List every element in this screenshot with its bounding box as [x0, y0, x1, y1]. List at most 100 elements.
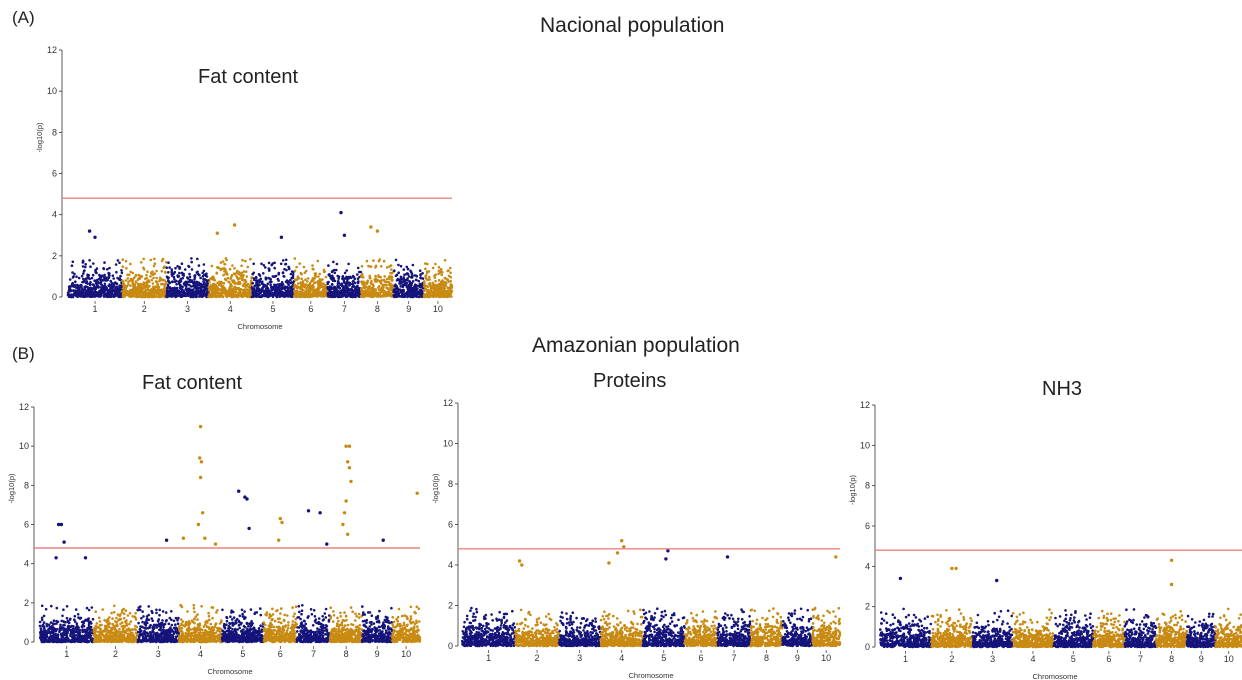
snp-point [283, 285, 286, 289]
y-tick-label: 2 [24, 598, 29, 608]
snp-point [372, 285, 375, 288]
snp-point [165, 291, 169, 294]
snp-point [178, 267, 181, 270]
snp-point [155, 269, 158, 273]
snp-point [284, 291, 288, 294]
snp-point [280, 287, 284, 291]
snp-point [409, 289, 413, 293]
snp-point [190, 279, 194, 282]
snp-point [186, 277, 190, 280]
snp-point [281, 271, 285, 275]
snp-point [88, 295, 92, 298]
snp-point [105, 292, 109, 295]
snp-point [337, 294, 340, 297]
snp-point [122, 617, 126, 620]
snp-point [110, 611, 113, 615]
snp-point [436, 292, 439, 296]
snp-point [122, 289, 125, 293]
snp-point [240, 271, 244, 275]
snp-point [116, 290, 119, 293]
snp-point [145, 294, 149, 298]
snp-point [129, 279, 132, 282]
snp-point [187, 264, 190, 268]
snp-point [399, 285, 403, 288]
snp-point [149, 639, 152, 643]
peak-point [375, 229, 380, 233]
snp-point [350, 276, 353, 280]
snp-point [71, 295, 75, 299]
snp-point [81, 294, 84, 298]
snp-point [391, 279, 394, 282]
snp-point [283, 267, 286, 271]
snp-point [429, 285, 432, 288]
snp-point [156, 619, 160, 623]
snp-point [158, 279, 161, 283]
snp-point [330, 270, 334, 274]
snp-point [101, 608, 104, 611]
snp-point [341, 277, 344, 281]
snp-point [72, 289, 75, 292]
snp-point [283, 295, 286, 298]
snp-point [84, 265, 87, 269]
snp-point [121, 258, 124, 261]
snp-point [58, 626, 62, 630]
snp-point [437, 266, 441, 269]
snp-point [296, 277, 300, 280]
snp-point [440, 267, 443, 271]
snp-point [168, 281, 172, 285]
snp-point [347, 262, 350, 266]
snp-point [38, 624, 42, 628]
snp-point [145, 273, 148, 277]
snp-point [131, 615, 134, 618]
snp-point [188, 283, 191, 287]
snp-point [318, 290, 321, 294]
snp-point [145, 284, 148, 288]
snp-point [259, 288, 263, 292]
snp-point [450, 284, 454, 287]
snp-point [134, 280, 138, 284]
x-tick-label: 8 [375, 304, 380, 314]
snp-point [415, 295, 418, 298]
snp-point [361, 282, 364, 286]
snp-point [233, 272, 236, 276]
amazonian-fat-title: Fat content [142, 372, 243, 394]
y-tick-label: 4 [24, 559, 29, 569]
snp-point [330, 287, 333, 290]
snp-point [192, 280, 196, 284]
snp-point [164, 282, 167, 286]
snp-point [195, 292, 199, 296]
snp-point [105, 627, 108, 630]
snp-point [290, 281, 294, 284]
snp-point [165, 261, 168, 264]
snp-point [330, 293, 333, 296]
snp-point [214, 291, 217, 294]
snp-point [366, 292, 370, 296]
snp-point [174, 266, 177, 270]
snp-point [142, 257, 145, 261]
snp-point [446, 269, 450, 273]
snp-point [320, 283, 324, 287]
snp-point [205, 292, 209, 296]
snp-point [114, 633, 118, 636]
snp-point [260, 294, 264, 297]
snp-point [102, 291, 105, 295]
snp-point [149, 293, 152, 296]
snp-point [222, 273, 225, 277]
snp-point [178, 271, 181, 275]
snp-point [175, 282, 178, 286]
snp-point [103, 287, 106, 291]
snp-point [217, 266, 220, 270]
snp-point [239, 274, 243, 278]
snp-point [246, 265, 250, 269]
snp-point [240, 264, 243, 268]
snp-point [335, 262, 339, 266]
snp-point [399, 264, 403, 268]
snp-point [167, 279, 170, 283]
snp-point [97, 291, 101, 295]
snp-point [42, 621, 46, 624]
snp-point [80, 287, 84, 291]
snp-point [181, 294, 185, 297]
snp-point [204, 623, 207, 626]
snp-point [440, 273, 444, 277]
snp-point [284, 258, 288, 262]
